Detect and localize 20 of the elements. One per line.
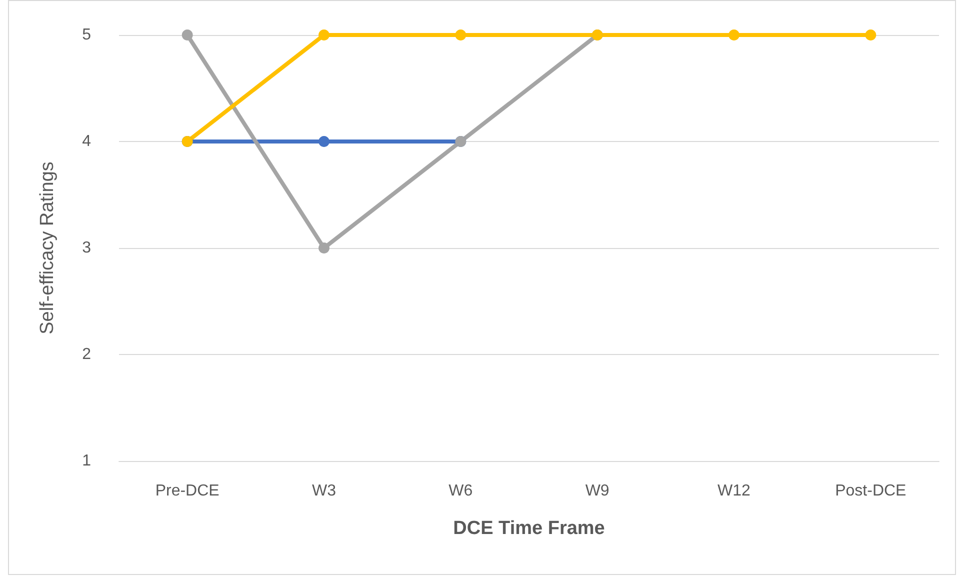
y-tick-label: 3 <box>82 240 92 256</box>
point <box>455 30 466 40</box>
point <box>728 30 740 40</box>
x-tick-label: W6 <box>448 482 473 500</box>
point <box>318 242 330 254</box>
y-axis-title: Self-efficacy Ratings <box>37 162 58 334</box>
y-tick-label: 4 <box>82 133 92 150</box>
y-tick-label: 5 <box>82 26 92 44</box>
point <box>182 30 193 40</box>
y-tick-label: 2 <box>82 346 92 363</box>
x-axis-title: DCE Time Frame <box>453 518 605 539</box>
x-tick-label: W12 <box>718 482 751 500</box>
x-tick-label: Pre-DCE <box>155 482 220 500</box>
x-tick-label: W3 <box>312 482 336 500</box>
y-tick-label: 1 <box>82 452 92 470</box>
x-tick-label: W9 <box>585 482 610 500</box>
point <box>318 136 330 147</box>
point <box>865 30 876 40</box>
point <box>318 30 330 40</box>
x-tick-label: Post-DCE <box>835 482 906 500</box>
